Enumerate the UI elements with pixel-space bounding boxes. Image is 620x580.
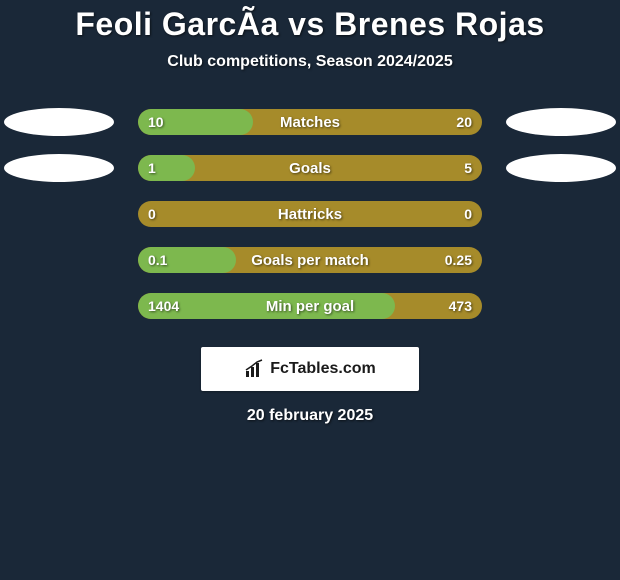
comparison-row: 1020Matches [0,99,620,145]
bar-fill [138,293,395,319]
value-right: 0.25 [445,247,472,273]
value-left: 0 [148,201,156,227]
comparison-row: 0.10.25Goals per match [0,237,620,283]
value-right: 0 [464,201,472,227]
bar-track: 0.10.25Goals per match [138,247,482,273]
brand-label: FcTables.com [270,360,376,378]
brand-badge: FcTables.com [201,347,419,391]
value-right: 5 [464,155,472,181]
bar-chart-icon [244,359,264,379]
comparison-row: 0 0Hattricks [0,191,620,237]
player-right-marker [506,154,616,182]
bar-track: 1020Matches [138,109,482,135]
bar-track: 1404473Min per goal [138,293,482,319]
player-right-marker [506,108,616,136]
page-title: Feoli GarcÃ­a vs Brenes Rojas [0,6,620,43]
value-right: 20 [456,109,472,135]
subtitle: Club competitions, Season 2024/2025 [0,53,620,71]
bar-track: 15Goals [138,155,482,181]
comparison-row: 1404473Min per goal [0,283,620,329]
comparison-chart: 1020Matches 15Goals 0 0Hattricks 0.10.25Goal… [0,99,620,329]
player-left-marker [4,108,114,136]
player-left-marker [4,154,114,182]
value-right: 473 [449,293,472,319]
metric-label: Hattricks [138,201,482,227]
date-line: 20 february 2025 [0,407,620,425]
bar-fill [138,155,195,181]
bar-fill [138,247,236,273]
infographic-root: Feoli GarcÃ­a vs Brenes Rojas Club compe… [0,0,620,580]
comparison-row: 15Goals [0,145,620,191]
content-wrapper: Feoli GarcÃ­a vs Brenes Rojas Club compe… [0,0,620,425]
bar-fill [138,109,253,135]
bar-track: 0 0Hattricks [138,201,482,227]
